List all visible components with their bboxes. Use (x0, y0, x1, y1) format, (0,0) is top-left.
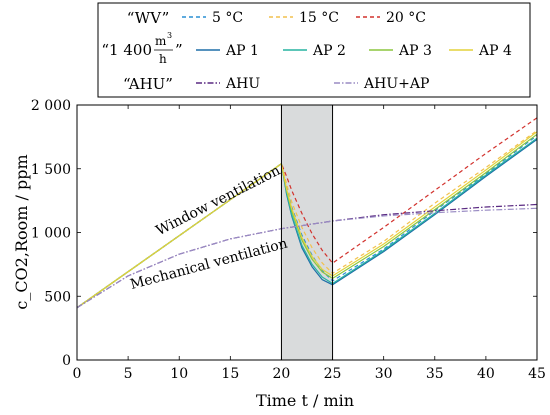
legend-item-label: AP 3 (398, 43, 432, 59)
legend-item-label: AP 2 (312, 43, 346, 59)
x-tick-label: 25 (324, 366, 342, 382)
x-tick-label: 45 (528, 366, 546, 382)
series-line-0 (76, 135, 538, 309)
axis-ticks: 0 5 10 15 20 25 30 35 40 45 0 500 1 000 1 500 2 000 (31, 98, 546, 382)
legend-unit-exponent: 3 (167, 31, 172, 40)
series-line-1 (76, 130, 538, 309)
x-tick-label: 30 (375, 366, 393, 382)
x-tick-label: 20 (273, 366, 291, 382)
y-tick-label: 500 (44, 289, 71, 305)
x-axis-label: Time t / min (256, 391, 354, 410)
shaded-interval (281, 105, 333, 360)
legend-item-label: 20 °C (386, 10, 426, 26)
legend-unit-denominator: h (159, 52, 167, 66)
y-axis-label: c_CO2,Room / ppm (12, 154, 31, 309)
plot-frame (76, 104, 538, 361)
annotation-label: Mechanical ventilation (128, 236, 289, 293)
plot-area: 0 5 10 15 20 25 30 35 40 45 0 500 1 000 1 500 2 000 Wi… (31, 98, 546, 382)
legend-item-label: AHU+AP (363, 76, 429, 92)
series-line-6 (76, 131, 538, 309)
x-tick-label: 10 (170, 366, 188, 382)
x-tick-label: 35 (426, 366, 444, 382)
legend-items: 5 °C 15 °C 20 °C AP 1 AP 2 AP 3 AP 4 AHU AHU+AP (182, 10, 512, 92)
legend-row-label-ahu: “AHU” (123, 75, 173, 93)
legend-row-label-wv: “WV” (127, 9, 170, 27)
y-tick-label: 1 500 (31, 162, 71, 178)
y-tick-label: 2 000 (31, 98, 71, 114)
x-tick-label: 5 (124, 366, 133, 382)
x-tick-label: 40 (477, 366, 495, 382)
legend-item-label: AP 4 (478, 43, 512, 59)
legend: “WV” “1 400 m 3 h ” “AHU” 5 °C 15 °C 20 °C… (97, 2, 531, 98)
legend-flow-value: “1 400 (101, 41, 152, 59)
legend-item-label: AP 1 (225, 43, 259, 59)
legend-item-label: 5 °C (212, 10, 243, 26)
x-tick-label: 15 (221, 366, 239, 382)
y-tick-label: 0 (62, 353, 71, 369)
legend-row-label-flow: “1 400 m 3 h ” (101, 31, 182, 66)
series-line-2 (76, 117, 538, 309)
legend-flow-close-quote: ” (175, 41, 183, 59)
x-axis-label-text: Time t / min (256, 391, 354, 410)
x-tick-label: 0 (73, 366, 82, 382)
y-tick-label: 1 000 (31, 226, 71, 242)
legend-item-label: AHU (225, 76, 260, 92)
annotation-label: Window ventilation (154, 163, 283, 240)
series-layer (76, 117, 538, 309)
series-line-8 (76, 207, 538, 309)
legend-item-label: 15 °C (299, 10, 339, 26)
legend-unit-numerator: m (155, 34, 167, 48)
